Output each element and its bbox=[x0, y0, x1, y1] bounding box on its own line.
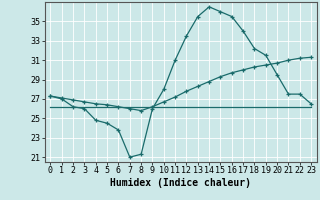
X-axis label: Humidex (Indice chaleur): Humidex (Indice chaleur) bbox=[110, 178, 251, 188]
